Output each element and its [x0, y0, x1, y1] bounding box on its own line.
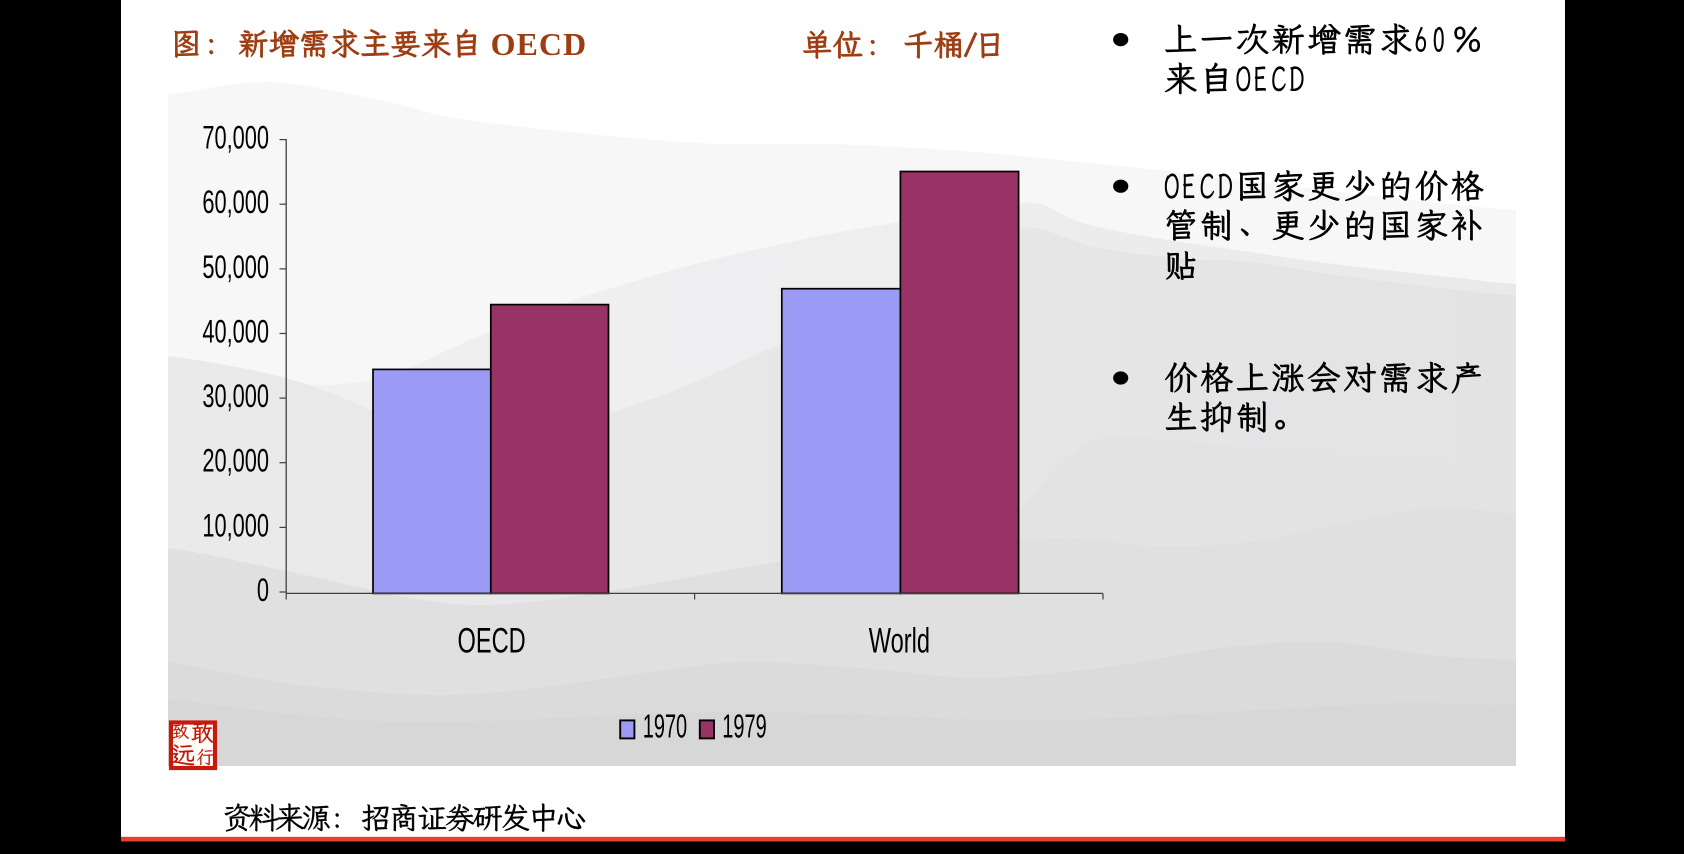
svg-text:60,000: 60,000: [202, 184, 269, 220]
svg-text:World: World: [869, 622, 930, 661]
svg-text:20,000: 20,000: [202, 442, 269, 478]
svg-text:0: 0: [257, 571, 269, 607]
svg-text:OECD: OECD: [458, 622, 526, 661]
svg-text:70,000: 70,000: [202, 119, 269, 155]
svg-text:1970: 1970: [643, 707, 687, 745]
svg-text:10,000: 10,000: [202, 507, 269, 543]
svg-text:50,000: 50,000: [202, 248, 269, 284]
svg-text:1979: 1979: [722, 707, 766, 745]
svg-text:30,000: 30,000: [202, 378, 269, 414]
svg-text:40,000: 40,000: [202, 313, 269, 349]
svg-text:OECD: OECD: [491, 26, 587, 62]
